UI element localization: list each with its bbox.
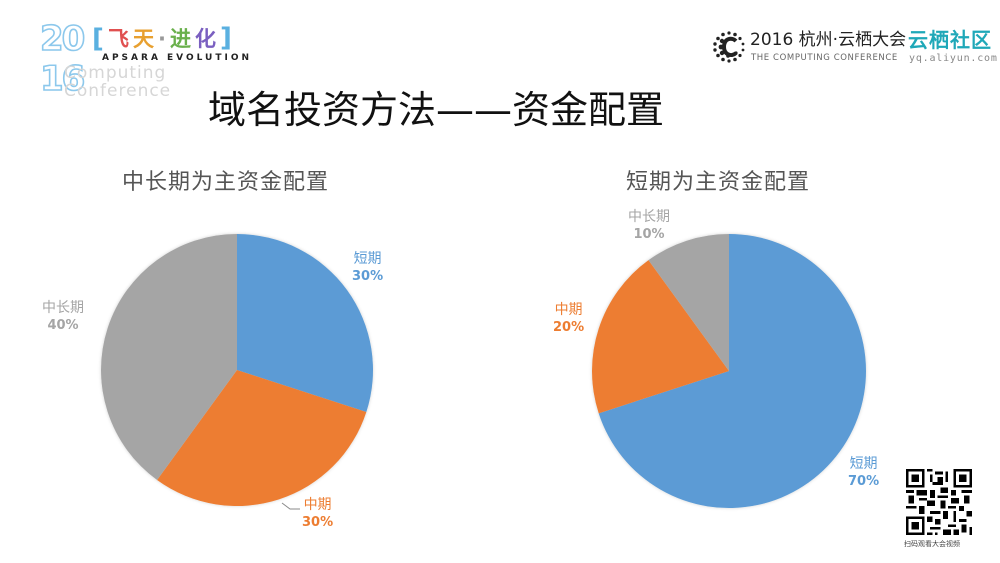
- conference-title: 2016 杭州·云栖大会: [750, 30, 907, 50]
- event-logo-name-cn: 飞天·进化]: [108, 23, 236, 53]
- conference-subtitle: THE COMPUTING CONFERENCE: [751, 53, 898, 63]
- chart-title-short-term: 短期为主资金配置: [626, 170, 811, 195]
- event-logo-year: 20 16: [39, 19, 90, 102]
- label-mid-term-1: 中期 30%: [302, 497, 334, 530]
- event-logo-name-en: APSARA EVOLUTION: [102, 53, 253, 63]
- pie-slice-short-term: [237, 234, 373, 413]
- qr-caption: 扫码观看大会视频: [904, 540, 960, 548]
- label-long-term-2: 中长期 10%: [628, 209, 670, 242]
- pie-slice-short-term: [598, 234, 867, 508]
- label-long-term-1: 中长期 40%: [42, 300, 84, 333]
- computing-conference-logo-icon: [713, 31, 745, 63]
- label-mid-term-2: 中期 20%: [553, 302, 585, 335]
- year-top: 20: [39, 19, 86, 59]
- community-url: yq.aliyun.com: [909, 53, 998, 64]
- bracket-left-icon: [: [92, 24, 104, 54]
- bracket-right-icon: ]: [219, 23, 236, 53]
- leader-line: [281, 502, 300, 510]
- year-bottom: 16: [39, 59, 86, 99]
- pie-slice-long-term: [101, 234, 237, 481]
- event-logo-subtitle: Computing Conference: [64, 63, 172, 101]
- label-short-term-1: 短期 30%: [352, 251, 384, 284]
- qr-code-icon: [906, 469, 972, 535]
- chart-title-long-term: 中长期为主资金配置: [122, 170, 330, 195]
- community-title: 云栖社区: [908, 28, 992, 52]
- pie-slice-mid-term: [592, 260, 729, 414]
- pie-slice-long-term: [648, 234, 729, 371]
- page-title: 域名投资方法——资金配置: [208, 88, 665, 132]
- label-short-term-2: 短期 70%: [848, 456, 880, 489]
- pie-slice-mid-term: [157, 370, 367, 506]
